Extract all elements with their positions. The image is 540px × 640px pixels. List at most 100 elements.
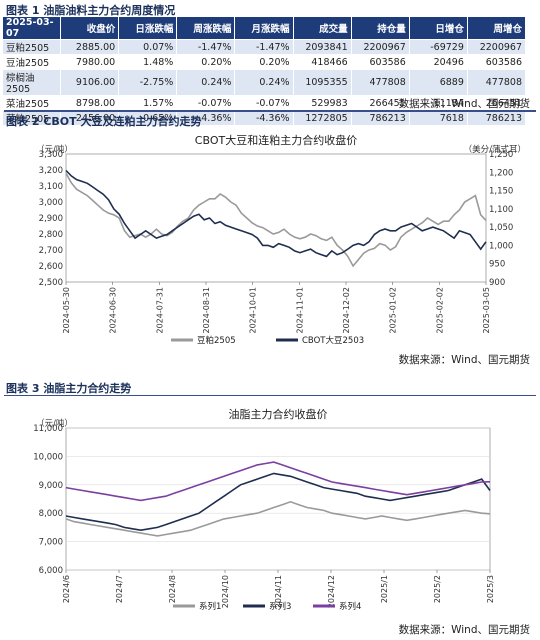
legend-label: 系列1 xyxy=(199,601,221,612)
table-cell: 2885.00 xyxy=(60,39,120,55)
series-line-2 xyxy=(65,472,491,532)
table1-source: 数据来源：Wind、国元期货 xyxy=(398,98,530,110)
contract-name-cell: 豆粕2505 xyxy=(1,39,62,55)
table-column-header: 月涨跌幅 xyxy=(234,16,294,40)
cbot-soybean-meal-chart: CBOT大豆和连粕主力合约收盘价 （元/吨） （美分/蒲式耳） 2,500 2,600 2… xyxy=(36,133,526,346)
table-cell: 2200967 xyxy=(466,39,527,55)
table-cell: -0.65% xyxy=(118,110,178,126)
table-column-header: 日增仓 xyxy=(408,16,468,40)
table-cell: 266451 xyxy=(350,95,410,111)
y-tick-label: 10,000 xyxy=(33,452,63,462)
x-tick-label: 2024-07-31 xyxy=(155,287,164,334)
table-row: 豆油2505 7980.00 1.48% 0.20% 0.20% 418466 603586… xyxy=(1,54,527,70)
table-cell: 418466 xyxy=(292,54,352,70)
y-axis-left-label: （元/吨） xyxy=(36,144,73,155)
table-cell: 477808 xyxy=(350,69,410,96)
x-tick-label: 2024-06-30 xyxy=(109,287,118,334)
table-column-header: 成交量 xyxy=(292,16,352,40)
table-cell: 0.20% xyxy=(234,54,294,70)
chart-title: 油脂主力合约收盘价 xyxy=(229,407,328,421)
x-tick-label: 2024-10-01 xyxy=(249,287,258,334)
y-axis-right-label: （美分/蒲式耳） xyxy=(464,144,526,155)
table-column-header: 周增仓 xyxy=(466,16,527,40)
y-tick-label: 7,000 xyxy=(39,538,63,548)
table-column-header: 周涨跌幅 xyxy=(176,16,236,40)
table-cell: 477808 xyxy=(466,69,527,96)
table-cell: 786213 xyxy=(350,110,410,126)
weekly-contract-table: 2025-03-07 收盘价 日涨跌幅 周涨跌幅 月涨跌幅 成交量 持仓量 日增仓 周增仓 豆粕… xyxy=(1,16,527,126)
series-line-1 xyxy=(65,500,491,537)
x-tick-label: 2025/3 xyxy=(486,575,495,603)
table-cell: 0.24% xyxy=(234,69,294,96)
table-column-header: 持仓量 xyxy=(350,16,410,40)
table-cell: 1095355 xyxy=(292,69,352,96)
table-cell: 0.24% xyxy=(176,69,236,96)
x-tick-label: 2024-08-31 xyxy=(202,287,211,334)
y-tick-label: 6,000 xyxy=(39,566,63,576)
y-tick-label: 3,300 xyxy=(39,150,63,160)
y-tick-label: 2,900 xyxy=(39,214,63,224)
x-tick-label: 2025-02-02 xyxy=(435,287,444,334)
x-tick-label: 2024/12 xyxy=(327,575,336,608)
x-tick-label: 2024/7 xyxy=(115,575,124,603)
y-tick-label: 3,000 xyxy=(39,198,63,208)
table-cell: 1.57% xyxy=(118,95,178,111)
chart2-source: 数据来源：Wind、国元期货 xyxy=(398,354,530,366)
plot-frame xyxy=(65,153,487,283)
legend-label: 系列3 xyxy=(269,601,291,612)
series-line-1 xyxy=(65,172,487,268)
y-tick-label-right: 900 xyxy=(489,278,505,288)
table-cell: 786213 xyxy=(466,110,527,126)
table-cell: -1.47% xyxy=(176,39,236,55)
oil-contracts-chart: 油脂主力合约收盘价 （元/吨） 6,000 7,000 8,000 9,000 10,000… xyxy=(33,407,495,612)
table-cell: 603586 xyxy=(466,54,527,70)
series-line-3 xyxy=(65,461,491,502)
x-tick-label: 2024-11-01 xyxy=(295,287,304,334)
divider xyxy=(4,395,536,396)
table-cell: 603586 xyxy=(350,54,410,70)
table-cell: 2200967 xyxy=(350,39,410,55)
x-tick-label: 2025/1 xyxy=(380,575,389,603)
x-tick-label: 2025-01-02 xyxy=(389,287,398,334)
table-cell: 7618 xyxy=(408,110,468,126)
x-tick-label: 2025/2 xyxy=(433,575,442,603)
table-cell: 1272805 xyxy=(292,110,352,126)
table-row: 菜粕2505 2456.00 -0.65% -4.36% -4.36% 1272805 78… xyxy=(1,110,527,126)
table-column-header: 日涨跌幅 xyxy=(118,16,178,40)
table-cell: 0.20% xyxy=(176,54,236,70)
y-tick-label-right: 1,250 xyxy=(489,150,513,160)
x-tick-label: 2024/8 xyxy=(168,575,177,603)
table-cell: 529983 xyxy=(292,95,352,111)
x-tick-label: 2024/6 xyxy=(62,575,71,603)
y-tick-label: 3,200 xyxy=(39,166,63,176)
table-column-header: 收盘价 xyxy=(60,16,120,40)
y-axis-left-label: （元/吨） xyxy=(36,418,73,429)
y-tick-label: 3,100 xyxy=(39,182,63,192)
x-tick-label: 2024-05-30 xyxy=(62,287,71,334)
table-cell: -69729 xyxy=(408,39,468,55)
table-cell: -4.36% xyxy=(234,110,294,126)
x-tick-label: 2025-03-05 xyxy=(482,287,491,334)
table-row: 豆粕2505 2885.00 0.07% -1.47% -1.47% 2093841 220… xyxy=(1,39,527,55)
chart3-source: 数据来源：Wind、国元期货 xyxy=(398,624,530,636)
table-cell: 20496 xyxy=(408,54,468,70)
y-tick-label-right: 1,050 xyxy=(489,223,513,233)
y-tick-label: 2,600 xyxy=(39,262,63,272)
x-tick-label: 2024-12-02 xyxy=(342,287,351,334)
legend-label: 豆粕2505 xyxy=(197,335,236,346)
y-tick-label: 9,000 xyxy=(39,481,63,491)
y-tick-label-right: 1,150 xyxy=(489,187,513,197)
divider xyxy=(4,110,536,112)
table-cell: -1.47% xyxy=(234,39,294,55)
contract-name-cell: 豆油2505 xyxy=(1,54,62,70)
y-tick-label-right: 950 xyxy=(489,260,505,270)
table-cell: 2093841 xyxy=(292,39,352,55)
chart2-section-title: 图表 2 CBOT 大豆及连粕主力合约走势 xyxy=(6,115,202,128)
y-tick-label: 8,000 xyxy=(39,509,63,519)
series-line-2 xyxy=(65,169,487,258)
chart3-section-title: 图表 3 油脂主力合约走势 xyxy=(6,382,132,395)
table-cell: 6889 xyxy=(408,69,468,96)
table-header-row: 2025-03-07 收盘价 日涨跌幅 周涨跌幅 月涨跌幅 成交量 持仓量 日增仓 周增仓 xyxy=(1,16,527,40)
table-cell: -2.75% xyxy=(118,69,178,96)
x-tick-label: 2024/11 xyxy=(274,575,283,608)
